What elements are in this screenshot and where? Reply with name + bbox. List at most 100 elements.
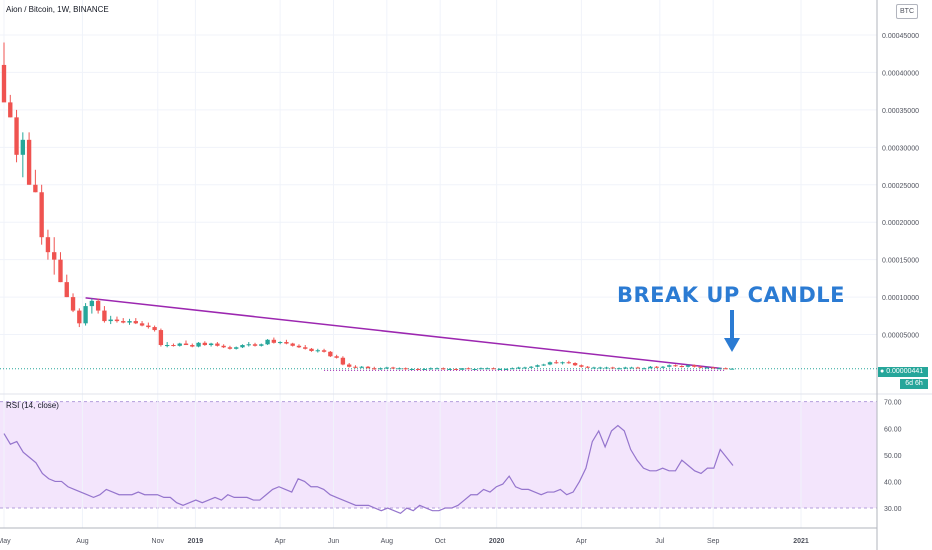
price-tick-label: 0.00035000 <box>882 108 919 115</box>
candle-body <box>14 117 19 155</box>
candle-body <box>139 323 145 326</box>
chart-title[interactable]: Aion / Bitcoin, 1W, BINANCE <box>6 5 109 14</box>
candle-body <box>127 321 132 323</box>
candle-body <box>409 369 415 371</box>
candle-body <box>554 362 559 364</box>
annotation-text[interactable]: BREAK UP CANDLE <box>617 283 846 307</box>
candle-body <box>353 366 358 368</box>
time-tick-label: May <box>0 538 11 545</box>
arrow-head <box>724 338 740 352</box>
candle-body <box>572 363 578 366</box>
candle-body <box>121 321 126 323</box>
candle-body <box>384 367 390 369</box>
candle-body <box>196 342 201 347</box>
candle-body <box>202 342 208 346</box>
candle-body <box>717 368 722 370</box>
candle-body <box>33 184 38 193</box>
candle-body <box>441 368 446 370</box>
candle-body <box>64 282 69 298</box>
candle-body <box>528 366 534 368</box>
candle-body <box>52 252 57 260</box>
price-tick-label: 0.00025000 <box>882 183 919 190</box>
candle-body <box>654 366 659 368</box>
candle-body <box>698 366 703 368</box>
candle-body <box>685 365 691 367</box>
candle-body <box>89 300 95 307</box>
candle-body <box>535 365 540 367</box>
candle-body <box>516 367 521 369</box>
price-tick-label: 0.00030000 <box>882 145 919 152</box>
candle-body <box>365 366 371 369</box>
time-tick-label: Sep <box>707 538 720 545</box>
candle-body <box>660 366 666 368</box>
candle-body <box>8 102 13 118</box>
rsi-axis-ticks: 30.00 40.00 50.00 60.00 70.00 <box>884 400 902 513</box>
candle-body <box>114 319 120 322</box>
candle-body <box>277 342 283 344</box>
candle-body <box>296 345 302 348</box>
rsi-tick-label: 50.00 <box>884 453 902 460</box>
candle-body <box>591 367 597 369</box>
candle-body <box>667 365 672 367</box>
time-tick-label: Oct <box>435 538 446 545</box>
candle-body <box>26 139 32 185</box>
rsi-series <box>3 424 734 515</box>
candle-body <box>328 351 333 357</box>
candle-body <box>729 368 735 370</box>
candle-body <box>346 364 352 367</box>
candle-body <box>478 368 484 370</box>
candle-body <box>190 345 195 347</box>
candle-body <box>133 321 138 324</box>
candle-body <box>20 139 26 155</box>
rsi-band-fill <box>0 401 877 509</box>
last-price-value: 0.00000441 <box>886 368 924 375</box>
price-tick-label: 0.00005000 <box>882 333 919 340</box>
candle-body <box>422 369 427 371</box>
candle-body <box>95 300 101 311</box>
candle-body <box>510 368 515 370</box>
candle-body <box>723 368 728 370</box>
candle-body <box>271 339 277 343</box>
candle-body <box>472 369 477 371</box>
candle-body <box>372 368 377 370</box>
currency-badge[interactable]: BTC <box>896 4 918 19</box>
candle-body <box>485 368 490 370</box>
time-tick-label: Apr <box>275 538 287 545</box>
candle-body <box>152 327 157 331</box>
candle-body <box>710 367 716 369</box>
candle-body <box>560 362 565 364</box>
candle-body <box>403 368 408 370</box>
rsi-line <box>3 424 734 515</box>
candle-body <box>227 347 233 349</box>
price-axis-ticks: 0.00005000 0.00010000 0.00015000 0.00020000… <box>882 33 919 340</box>
candle-body <box>579 365 584 367</box>
candle-body <box>234 347 239 349</box>
candle-body <box>158 330 164 346</box>
candle-body <box>416 369 421 371</box>
candle-body <box>629 367 634 369</box>
down-arrow-icon <box>724 310 740 352</box>
candle-body <box>1 64 7 103</box>
price-tick-label: 0.00015000 <box>882 258 919 265</box>
time-tick-label: Nov <box>152 538 165 545</box>
candle-body <box>39 192 44 238</box>
candle-body <box>453 369 459 371</box>
candle-body <box>635 367 641 369</box>
rsi-title[interactable]: RSI (14, close) <box>6 401 59 410</box>
time-tick-label: Apr <box>576 538 588 545</box>
candle-body <box>397 368 402 370</box>
rsi-tick-label: 70.00 <box>884 400 902 407</box>
candle-body <box>378 368 383 370</box>
candle-body <box>598 367 603 369</box>
trendline <box>85 297 722 370</box>
candle-body <box>428 368 433 370</box>
time-tick-label: Jul <box>655 538 664 545</box>
candle-body <box>447 369 452 371</box>
candle-body <box>623 367 628 369</box>
candle-body <box>321 350 327 352</box>
candle-body <box>265 339 270 345</box>
candle-body <box>641 368 647 370</box>
candle-body <box>83 306 88 324</box>
